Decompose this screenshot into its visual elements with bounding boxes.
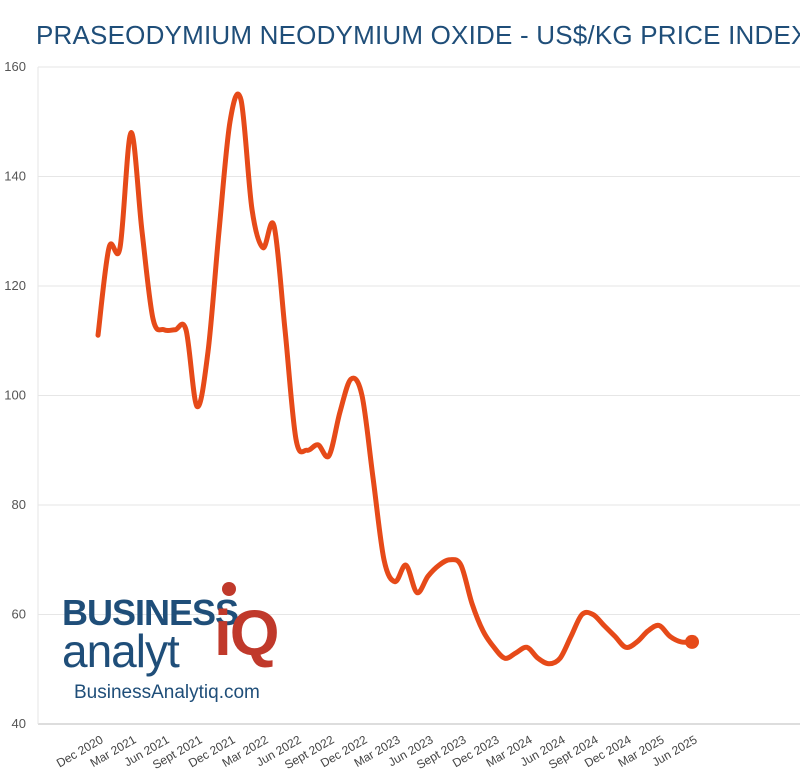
y-axis-ticks: 40 60 80 100 120 140 160 bbox=[4, 59, 26, 731]
last-data-point bbox=[685, 634, 699, 649]
series-group bbox=[95, 91, 699, 667]
y-tick-label: 140 bbox=[4, 169, 26, 184]
series-line bbox=[95, 91, 695, 667]
y-tick-label: 80 bbox=[12, 497, 26, 512]
y-tick-label: 160 bbox=[4, 59, 26, 74]
logo-url: BusinessAnalytiq.com bbox=[74, 682, 260, 703]
y-tick-label: 120 bbox=[4, 278, 26, 293]
logo-iq: iQ bbox=[214, 597, 280, 669]
y-tick-label: 60 bbox=[12, 607, 26, 622]
logo-dot bbox=[222, 582, 236, 596]
grid-lines bbox=[37, 66, 800, 725]
logo-line-1: BUSINESS bbox=[62, 592, 239, 633]
y-tick-label: 100 bbox=[4, 388, 26, 403]
business-analytiq-logo: BUSINESS analyt iQ BusinessAnalytiq.com bbox=[62, 582, 302, 714]
y-tick-label: 40 bbox=[12, 716, 26, 731]
chart-title: PRASEODYMIUM NEODYMIUM OXIDE - US$/KG PR… bbox=[36, 20, 800, 50]
logo-line-2: analyt bbox=[62, 625, 180, 677]
